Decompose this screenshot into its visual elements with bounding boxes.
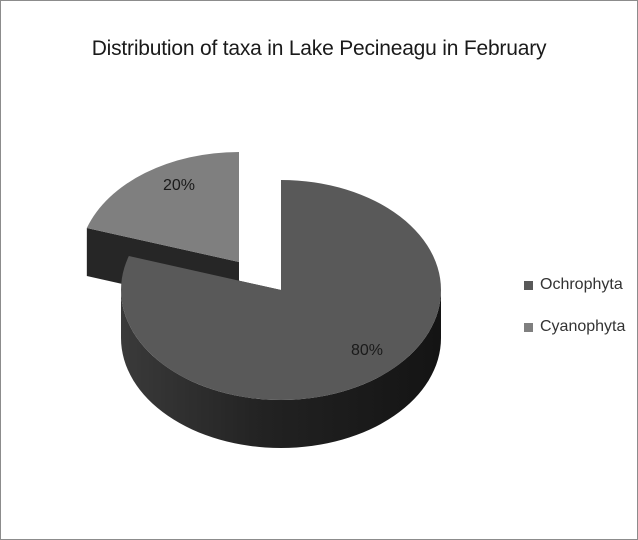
legend-label-ochrophyta: Ochrophyta <box>540 276 623 293</box>
data-label-ochrophyta: 80% <box>351 342 383 359</box>
slice-side-ochrophyta-0 <box>121 290 441 448</box>
legend: Ochrophyta Cyanophyta <box>524 274 625 358</box>
chart-title: Distribution of taxa in Lake Pecineagu i… <box>91 37 547 60</box>
legend-swatch-ochrophyta <box>524 280 533 290</box>
slice-top-ochrophyta <box>120 180 441 401</box>
legend-item-cyanophyta: Cyanophyta <box>524 316 625 338</box>
data-label-cyanophyta: 20% <box>163 177 195 194</box>
legend-swatch-cyanophyta <box>524 322 533 332</box>
legend-item-ochrophyta: Ochrophyta <box>524 274 625 296</box>
legend-label-cyanophyta: Cyanophyta <box>540 318 626 335</box>
slice-top-cyanophyta <box>86 152 239 262</box>
